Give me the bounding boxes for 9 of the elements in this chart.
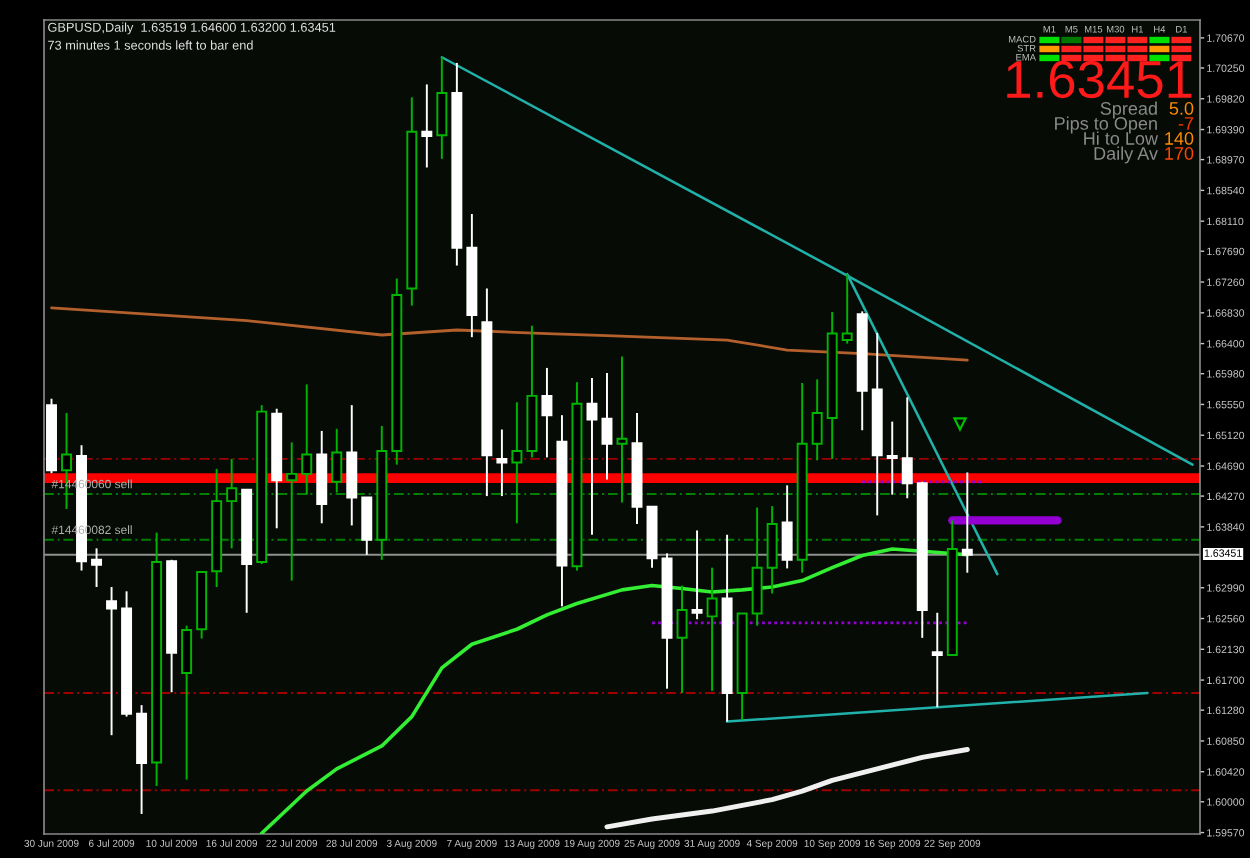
annotation: 1.63451 [1007, 60, 1192, 99]
annotation: Pips to Open [1055, 116, 1157, 134]
annotation: Daily Av [1094, 146, 1158, 164]
annotation: 170 [1165, 147, 1194, 160]
annotation: Spread [1100, 101, 1157, 119]
annotation: 140 [1165, 132, 1194, 145]
annotation: 5.0 [1169, 102, 1194, 115]
annotation: -7 [1178, 117, 1194, 130]
annotation: Hi to Low [1084, 131, 1159, 145]
